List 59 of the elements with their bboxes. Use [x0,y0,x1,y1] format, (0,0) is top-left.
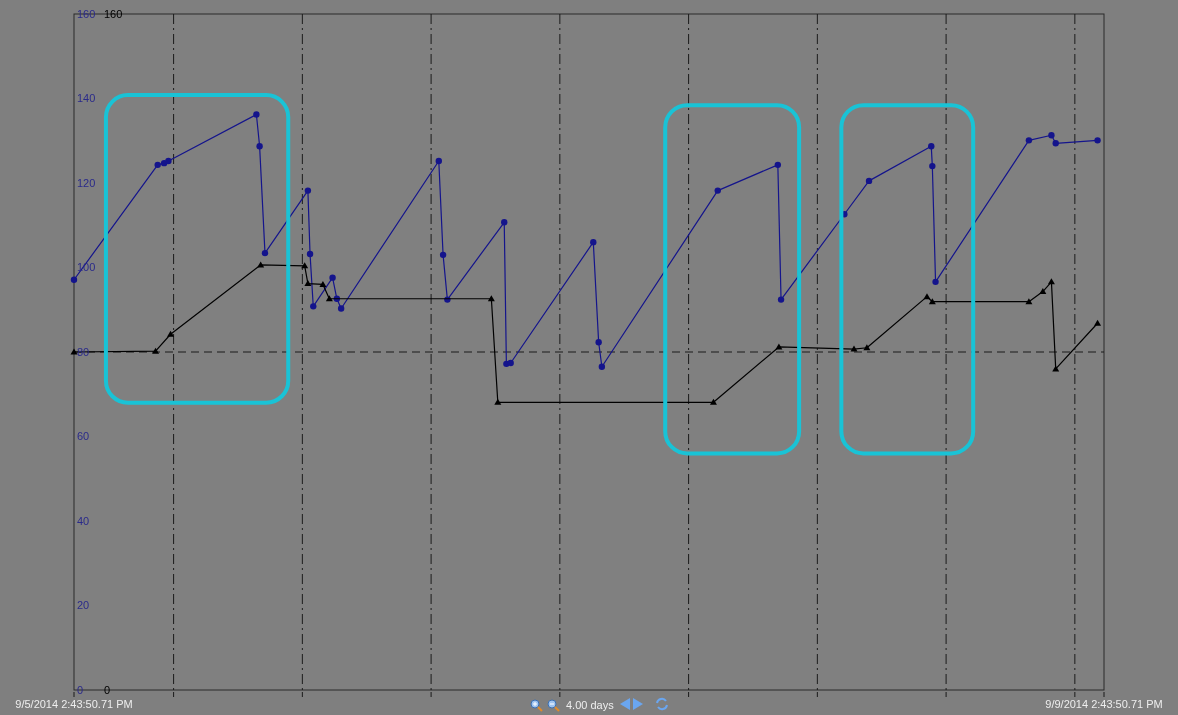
point [310,303,317,310]
point [1025,298,1033,305]
point [850,345,858,352]
point [1052,365,1060,372]
y-tick-label: 160 [77,7,96,20]
point [1047,278,1055,285]
point [494,398,502,405]
point [253,111,260,118]
point [928,143,935,150]
y2-tick-label: 0 [104,683,111,696]
point [435,157,442,165]
point [70,276,78,283]
point [337,305,345,312]
point [709,398,717,405]
point [929,162,936,170]
point [329,274,336,281]
point [304,280,312,287]
point [507,359,514,367]
point [774,161,782,169]
point [301,262,309,269]
y-tick-label: 120 [77,176,96,189]
point [777,296,785,303]
point [590,238,597,246]
x-axis-title: 4.00 days [566,699,615,711]
y-tick-label: 20 [77,599,90,612]
point [304,187,312,194]
y2-tick-label: 160 [104,7,123,20]
y-tick-label: 40 [77,514,90,527]
x-tick-label: 9/9/2014 2:43:50.71 PM [1045,698,1163,710]
point [325,295,333,302]
point [595,339,602,346]
x-tick-label: 9/5/2014 2:43:50.71 PM [15,698,133,710]
y-tick-label: 0 [77,683,84,696]
point [261,249,269,257]
point [865,177,873,185]
point [1094,319,1102,326]
point [923,293,931,300]
point [165,157,172,165]
point [487,295,495,302]
point [863,344,871,351]
point [167,330,175,337]
point [1048,132,1055,139]
y-tick-label: 60 [77,430,90,443]
point [154,161,161,169]
point [319,280,327,287]
point [1094,137,1101,144]
point [714,187,721,194]
point [256,143,263,150]
point [928,298,936,305]
point [152,347,160,354]
point [932,278,939,286]
point [598,363,606,370]
point [501,219,508,226]
point [1025,137,1033,144]
point [306,250,314,258]
y-tick-label: 140 [77,92,96,105]
point [439,251,447,259]
point [1039,288,1047,295]
point [1052,140,1059,147]
